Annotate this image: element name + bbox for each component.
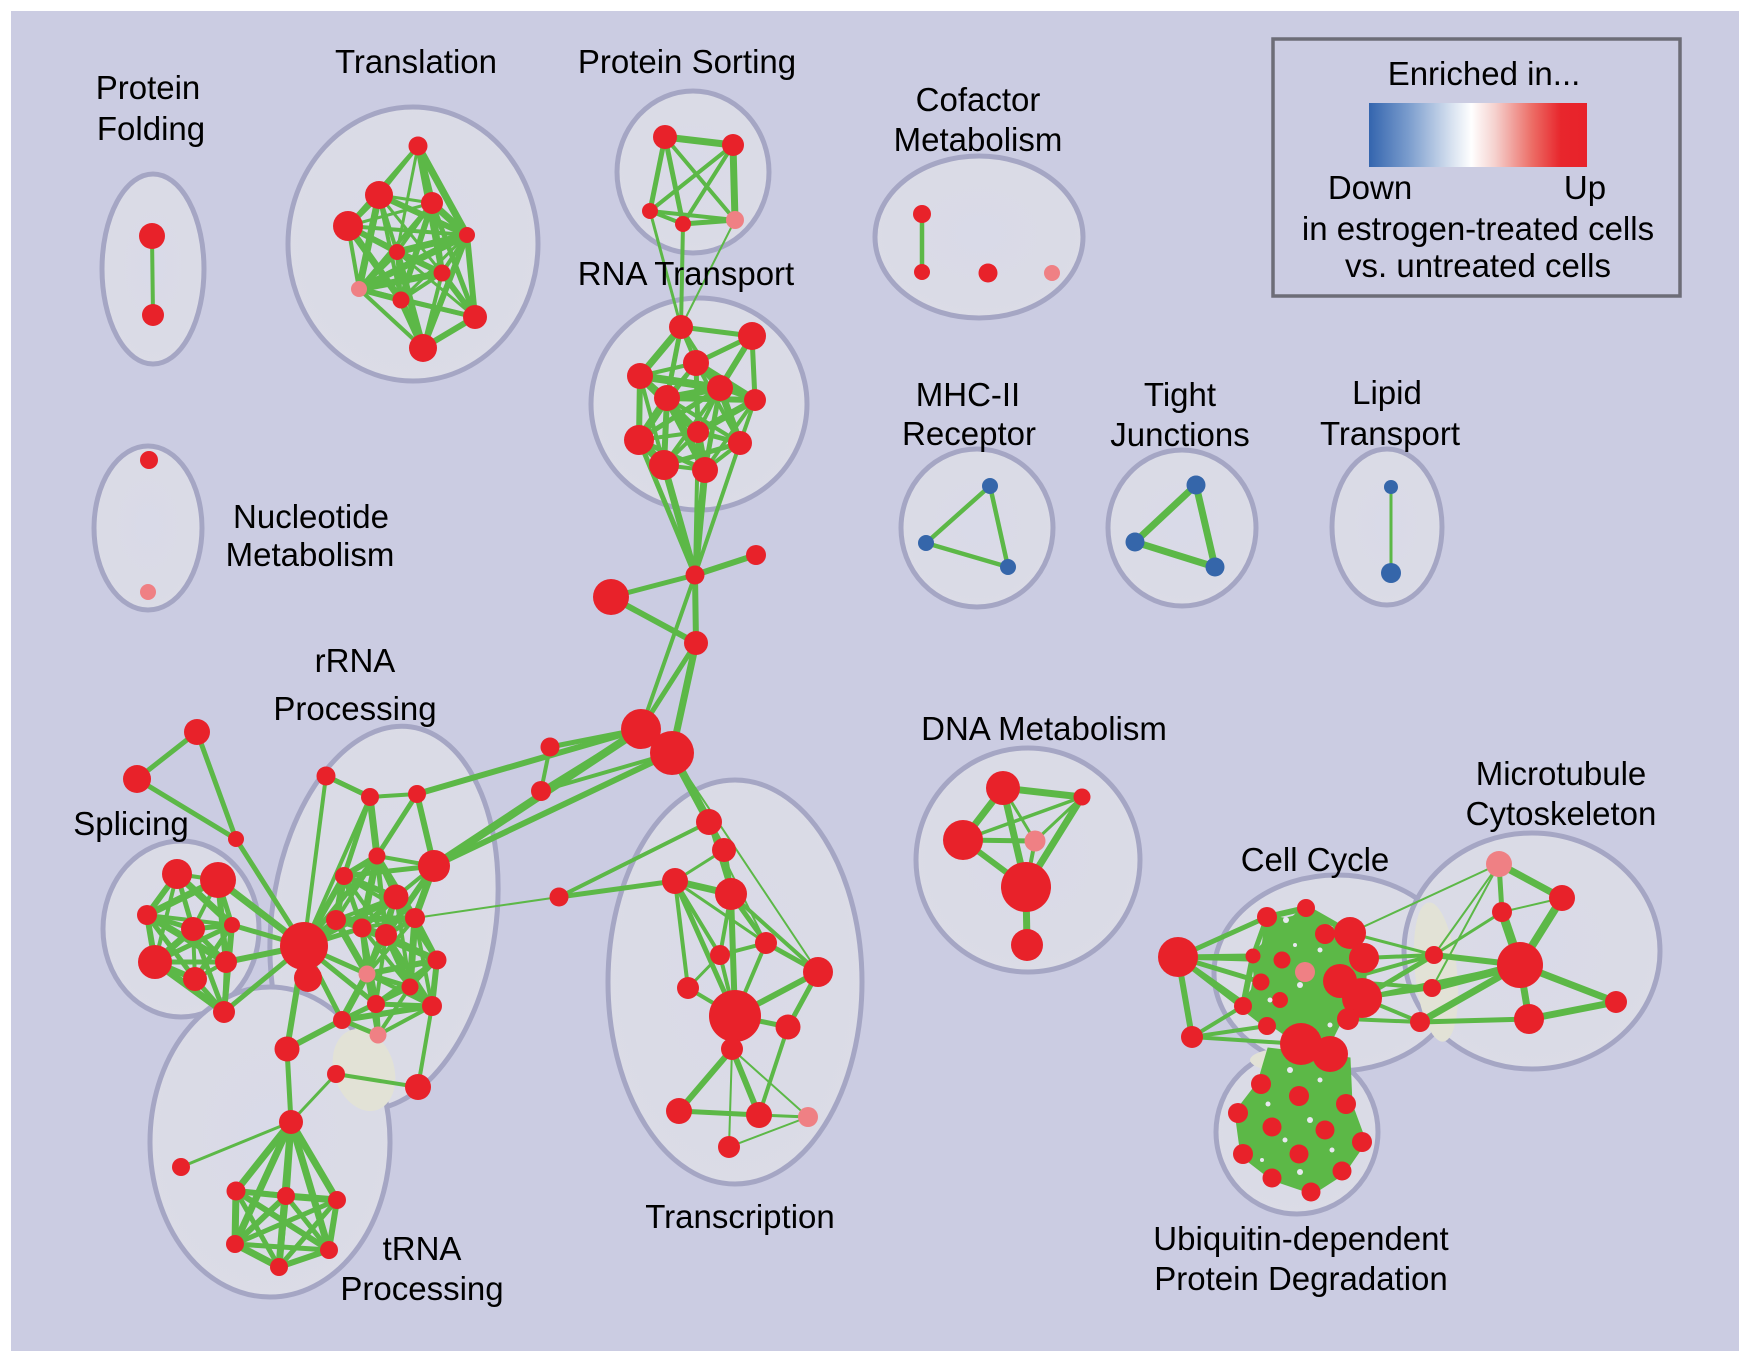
svg-text:Translation: Translation: [335, 43, 497, 80]
svg-text:Microtubule: Microtubule: [1476, 755, 1647, 792]
svg-text:Protein: Protein: [96, 69, 201, 106]
svg-text:Transport: Transport: [1320, 415, 1460, 452]
svg-text:in estrogen-treated cells: in estrogen-treated cells: [1302, 210, 1654, 247]
svg-text:Metabolism: Metabolism: [894, 121, 1063, 158]
svg-text:Processing: Processing: [340, 1270, 503, 1307]
svg-text:Ubiquitin-dependent: Ubiquitin-dependent: [1153, 1220, 1448, 1257]
svg-text:tRNA: tRNA: [383, 1230, 462, 1267]
svg-text:Tight: Tight: [1144, 376, 1216, 413]
svg-text:Junctions: Junctions: [1110, 416, 1249, 453]
svg-text:Transcription: Transcription: [645, 1198, 835, 1235]
svg-text:Up: Up: [1564, 169, 1606, 206]
svg-text:Nucleotide: Nucleotide: [233, 498, 389, 535]
svg-text:MHC-II: MHC-II: [916, 376, 1020, 413]
svg-text:Enriched in...: Enriched in...: [1388, 55, 1581, 92]
svg-text:vs. untreated cells: vs. untreated cells: [1345, 247, 1611, 284]
svg-text:Protein Sorting: Protein Sorting: [578, 43, 796, 80]
svg-text:Folding: Folding: [97, 110, 205, 147]
svg-text:Metabolism: Metabolism: [226, 536, 395, 573]
svg-text:RNA Transport: RNA Transport: [578, 255, 794, 292]
svg-text:Cytoskeleton: Cytoskeleton: [1466, 795, 1657, 832]
svg-text:Cofactor: Cofactor: [916, 81, 1041, 118]
svg-text:Down: Down: [1328, 169, 1412, 206]
svg-text:Protein Degradation: Protein Degradation: [1154, 1260, 1448, 1297]
svg-text:Processing: Processing: [273, 690, 436, 727]
svg-text:Receptor: Receptor: [902, 415, 1036, 452]
svg-text:Cell Cycle: Cell Cycle: [1241, 841, 1390, 878]
svg-text:Splicing: Splicing: [73, 805, 189, 842]
svg-text:DNA Metabolism: DNA Metabolism: [921, 710, 1167, 747]
svg-text:rRNA: rRNA: [315, 642, 396, 679]
svg-text:Lipid: Lipid: [1352, 374, 1422, 411]
